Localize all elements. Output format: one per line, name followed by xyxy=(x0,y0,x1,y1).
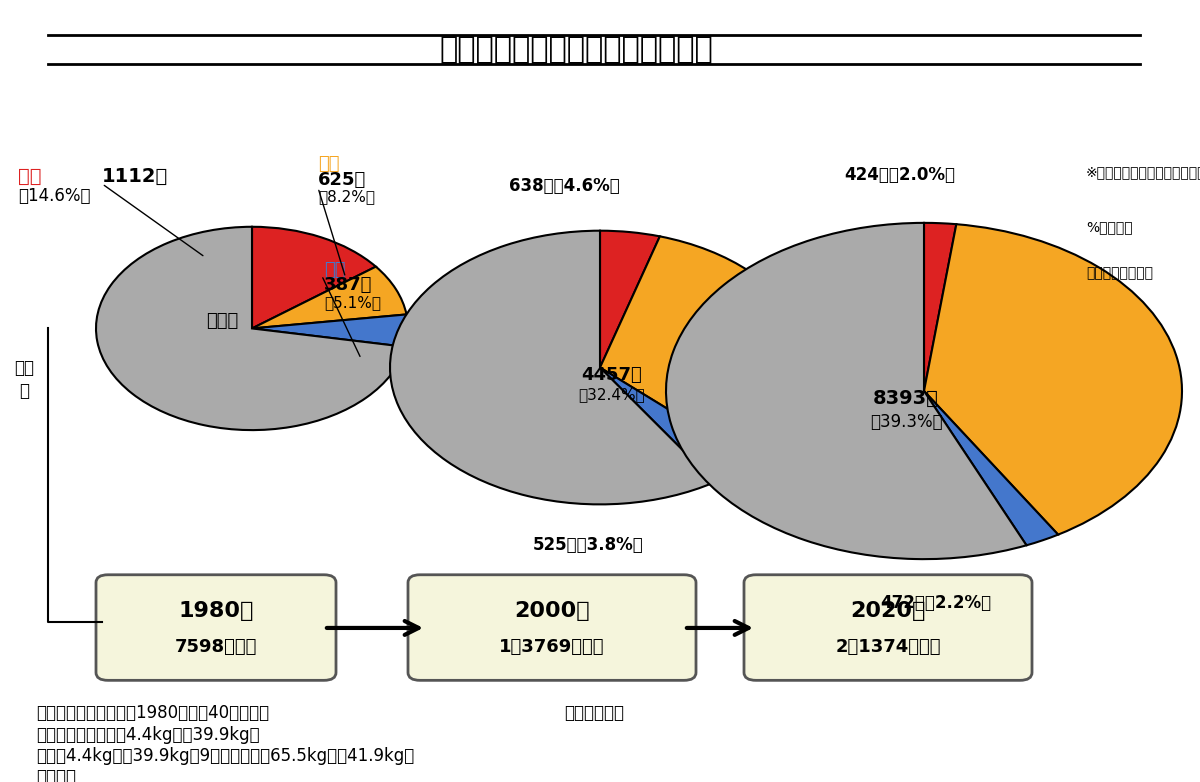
Text: （5.1%）: （5.1%） xyxy=(324,295,382,310)
Text: （14.6%）: （14.6%） xyxy=(18,186,90,205)
Wedge shape xyxy=(924,224,1182,535)
Text: （32.4%）: （32.4%） xyxy=(578,387,646,403)
Wedge shape xyxy=(252,227,376,328)
Text: 1980年: 1980年 xyxy=(179,601,253,622)
Text: 第２位を四捨五入: 第２位を四捨五入 xyxy=(1086,267,1153,281)
Wedge shape xyxy=(924,223,956,391)
Text: 中国: 中国 xyxy=(318,155,340,174)
Text: 2020年: 2020年 xyxy=(851,601,925,622)
FancyBboxPatch shape xyxy=(36,16,1122,66)
Wedge shape xyxy=(96,227,406,430)
Text: ※水産庁の資料に基づき作成。: ※水産庁の資料に基づき作成。 xyxy=(1086,165,1200,179)
Text: 7598万トン: 7598万トン xyxy=(175,638,257,656)
Text: %は小数点: %は小数点 xyxy=(1086,220,1133,234)
Text: 638万（4.6%）: 638万（4.6%） xyxy=(509,178,619,196)
FancyBboxPatch shape xyxy=(408,575,696,680)
Text: １人当たりの消費量は1980年から40年間で、: １人当たりの消費量は1980年から40年間で、 xyxy=(36,704,269,722)
Text: （39.3%）: （39.3%） xyxy=(870,413,942,432)
Text: 424万（2.0%）: 424万（2.0%） xyxy=(845,166,955,184)
Text: 472万（2.2%）: 472万（2.2%） xyxy=(881,594,991,612)
Text: 2億1374万トン: 2億1374万トン xyxy=(835,638,941,656)
Text: その他: その他 xyxy=(206,311,238,330)
Wedge shape xyxy=(600,368,754,482)
FancyBboxPatch shape xyxy=(96,575,336,680)
Text: 525万（3.8%）: 525万（3.8%） xyxy=(533,536,643,554)
Text: 世界: 世界 xyxy=(14,358,34,377)
Text: 8393万: 8393万 xyxy=(874,389,938,408)
Wedge shape xyxy=(600,231,660,368)
Text: 2000年: 2000年 xyxy=(514,601,590,622)
Text: 4457万: 4457万 xyxy=(582,366,642,385)
Text: 中国（本土の: 中国（本土の xyxy=(564,704,624,722)
Wedge shape xyxy=(252,267,407,328)
Text: 1億3769万トン: 1億3769万トン xyxy=(499,638,605,656)
Text: 日本: 日本 xyxy=(18,167,42,185)
Text: 中国（本土のみ）が4.4kgから39.9kgと: 中国（本土のみ）が4.4kgから39.9kgと xyxy=(36,726,259,744)
Text: （8.2%）: （8.2%） xyxy=(318,189,374,205)
Wedge shape xyxy=(390,231,715,504)
Text: 625万: 625万 xyxy=(318,170,366,189)
Text: 387万: 387万 xyxy=(324,276,372,295)
Wedge shape xyxy=(252,314,408,347)
Wedge shape xyxy=(600,236,810,461)
Text: み）が4.4kgから39.9kgと9倍に。日本は65.5kgから41.9kgと: み）が4.4kgから39.9kgと9倍に。日本は65.5kgから41.9kgと xyxy=(36,747,414,765)
Text: 米国: 米国 xyxy=(324,260,346,279)
Text: 1112万: 1112万 xyxy=(102,167,168,185)
Text: 世界の漁業・養殖業生産量の推移: 世界の漁業・養殖業生産量の推移 xyxy=(439,34,713,64)
Wedge shape xyxy=(666,223,1026,559)
FancyBboxPatch shape xyxy=(744,575,1032,680)
Wedge shape xyxy=(924,391,1058,545)
Text: 計: 計 xyxy=(19,382,29,400)
Text: ４割減少: ４割減少 xyxy=(36,768,76,782)
